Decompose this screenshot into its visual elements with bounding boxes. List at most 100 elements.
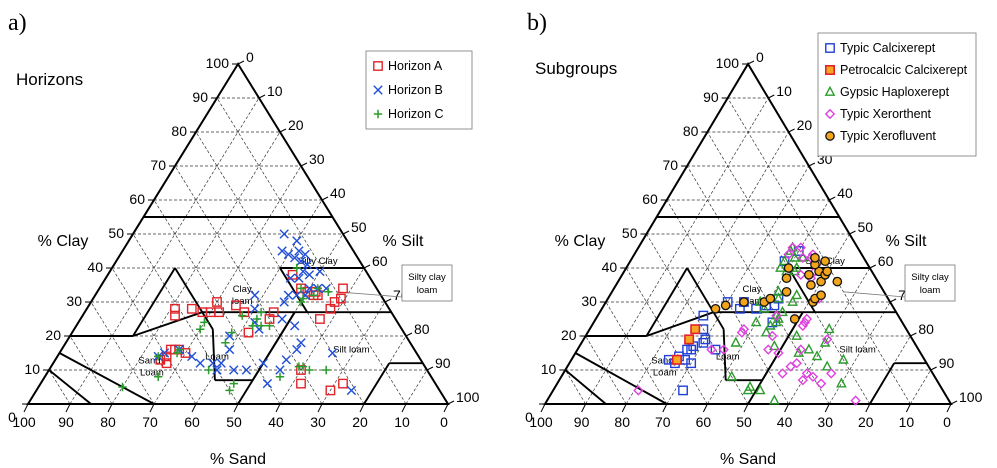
silt-tick-mark [808, 162, 816, 167]
panel-heading-horizons: Horizons [16, 70, 83, 89]
silt-tick-mark [869, 264, 877, 269]
data-point [684, 334, 695, 345]
sand-tick-label: 30 [817, 414, 833, 430]
texture-boundary-line [574, 352, 668, 405]
sand-gridline [625, 267, 708, 405]
data-point [262, 378, 273, 389]
data-point [738, 324, 750, 335]
data-point [795, 344, 806, 355]
data-point [225, 386, 234, 395]
data-point [346, 385, 357, 396]
sand-tick-mark [905, 403, 911, 413]
data-point [313, 284, 322, 293]
data-point [250, 290, 260, 300]
data-point [302, 286, 313, 297]
legend-label: Horizon A [388, 59, 443, 73]
data-point [296, 378, 306, 389]
region-label-clay-loam: Clay [233, 284, 252, 295]
data-point [186, 303, 197, 314]
sand-tick-label: 20 [858, 414, 874, 430]
data-point [243, 327, 254, 338]
data-point [296, 338, 306, 348]
data-point [212, 297, 222, 307]
data-point [230, 300, 241, 311]
texture-boundary-line [686, 267, 715, 313]
legend-marker [373, 109, 383, 119]
sand-tick-mark [621, 403, 627, 413]
silt-tick-mark [405, 332, 413, 337]
data-point [795, 242, 806, 253]
data-point [789, 251, 801, 262]
silt-gridline [666, 165, 810, 405]
data-point [720, 300, 731, 311]
region-label-sandy-loam-2: Loam [653, 368, 677, 379]
data-point [322, 365, 331, 375]
silt-tick-label: 0 [756, 49, 764, 65]
silt-tick-mark [950, 400, 958, 405]
data-point [155, 354, 166, 365]
sand-tick-mark [191, 403, 197, 413]
clay-tick-label: 50 [622, 225, 638, 241]
data-point [821, 334, 833, 345]
silt-tick-label: 30 [309, 151, 325, 167]
clay-tick-label: 30 [581, 293, 597, 309]
data-point [760, 326, 772, 337]
legend-label: Petrocalcic Calcixerept [840, 63, 968, 77]
clay-tick-label: 80 [171, 123, 187, 139]
data-point [200, 318, 209, 327]
data-point [283, 249, 294, 260]
data-point [305, 365, 314, 375]
legend-label: Gypsic Haploxerept [840, 85, 950, 99]
data-point [823, 323, 835, 334]
texture-class-boundaries [564, 216, 927, 405]
data-point [229, 365, 239, 375]
silt-tick-mark [426, 366, 434, 371]
series-typic-xerorthent [633, 242, 861, 406]
clay-tick-label: 20 [561, 327, 577, 343]
silt-tick-mark [889, 298, 897, 303]
data-point [797, 375, 808, 386]
series-petrocalcic-calcixerept [671, 324, 701, 365]
sand-tick-label: 0 [943, 414, 951, 430]
data-point [787, 241, 799, 252]
sand-tick-label: 100 [12, 414, 36, 430]
axis-label-sand: % Sand [210, 451, 266, 468]
texture-boundary-line [279, 267, 309, 313]
data-point [292, 263, 301, 273]
legend-marker [824, 108, 836, 120]
data-point [698, 310, 709, 321]
data-point [806, 280, 816, 290]
data-point [324, 287, 333, 296]
silt-tick-label: 90 [939, 355, 955, 371]
data-point [170, 310, 180, 321]
sand-gridline [216, 97, 407, 405]
silt-tick-mark [258, 94, 266, 99]
legend-label: Typic Xerorthent [840, 107, 932, 121]
data-point [304, 283, 315, 294]
sand-tick-label: 60 [696, 414, 712, 430]
panel-letter-b: b) [527, 10, 547, 36]
legend-marker [825, 131, 835, 141]
sand-tick-mark [865, 403, 871, 413]
legend-box [817, 32, 977, 157]
sand-gridline [686, 165, 830, 405]
data-point [803, 343, 815, 354]
texture-boundary-line [722, 329, 727, 381]
legend-marker [824, 65, 835, 76]
data-point [292, 344, 302, 355]
data-point [680, 354, 690, 365]
silt-gridline [111, 131, 281, 405]
data-point [277, 314, 287, 324]
texture-boundary-line [132, 311, 203, 337]
sand-tick-label: 90 [574, 414, 590, 430]
silt-gridline [279, 267, 365, 405]
data-point [838, 353, 849, 364]
axis-label-sand: % Sand [720, 451, 776, 468]
silt-tick-mark [930, 366, 937, 371]
sand-tick-mark [65, 403, 71, 413]
data-point [208, 358, 218, 368]
silt-gridline [910, 369, 932, 405]
silt-tick-mark [447, 400, 455, 405]
